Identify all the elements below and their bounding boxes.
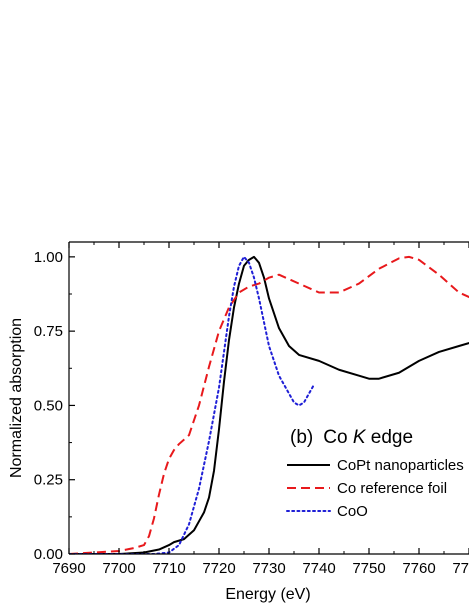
series-layer xyxy=(69,255,469,554)
plot-frame xyxy=(68,241,469,555)
legend-label-1: Co reference foil xyxy=(337,480,447,497)
x-tick-label: 7760 xyxy=(402,560,435,577)
y-tick-label: 0.50 xyxy=(34,397,63,414)
x-axis-label: Energy (eV) xyxy=(225,586,310,603)
ticks-layer xyxy=(68,242,469,555)
legend-label-2: CoO xyxy=(337,503,368,520)
x-tick-label: 7720 xyxy=(202,560,235,577)
series-line-2 xyxy=(69,255,315,554)
series-line-1 xyxy=(69,255,469,554)
x-tick-label: 7700 xyxy=(102,560,135,577)
legend: CoPt nanoparticles Co reference foil CoO xyxy=(286,457,464,520)
series-line-0 xyxy=(69,255,469,554)
x-tick-label: 7710 xyxy=(152,560,185,577)
y-tick-label: 0.00 xyxy=(34,546,63,563)
x-tick-label: 7740 xyxy=(302,560,335,577)
panel-label: (b) xyxy=(290,427,313,448)
x-tick-label: 7770 xyxy=(452,560,469,577)
edge-label-italic: K xyxy=(353,427,367,448)
x-tick-label: 7730 xyxy=(252,560,285,577)
edge-label-prefix: Co xyxy=(323,427,353,448)
legend-label-0: CoPt nanoparticles xyxy=(337,457,464,474)
y-tick-label: 0.75 xyxy=(34,323,63,340)
x-tick-label: 7750 xyxy=(352,560,385,577)
edge-label-suffix: edge xyxy=(366,427,414,448)
y-tick-label: 0.25 xyxy=(34,472,63,489)
tick-labels-layer: 7690 7700 7710 7720 7730 7740 7750 7760 7770 0.00… xyxy=(34,249,469,577)
y-tick-label: 1.00 xyxy=(34,249,63,266)
panel-annotation: (b) Co K edge xyxy=(290,427,413,448)
x-tick-label: 7690 xyxy=(52,560,85,577)
y-axis-label: Normalized absorption xyxy=(8,318,25,478)
